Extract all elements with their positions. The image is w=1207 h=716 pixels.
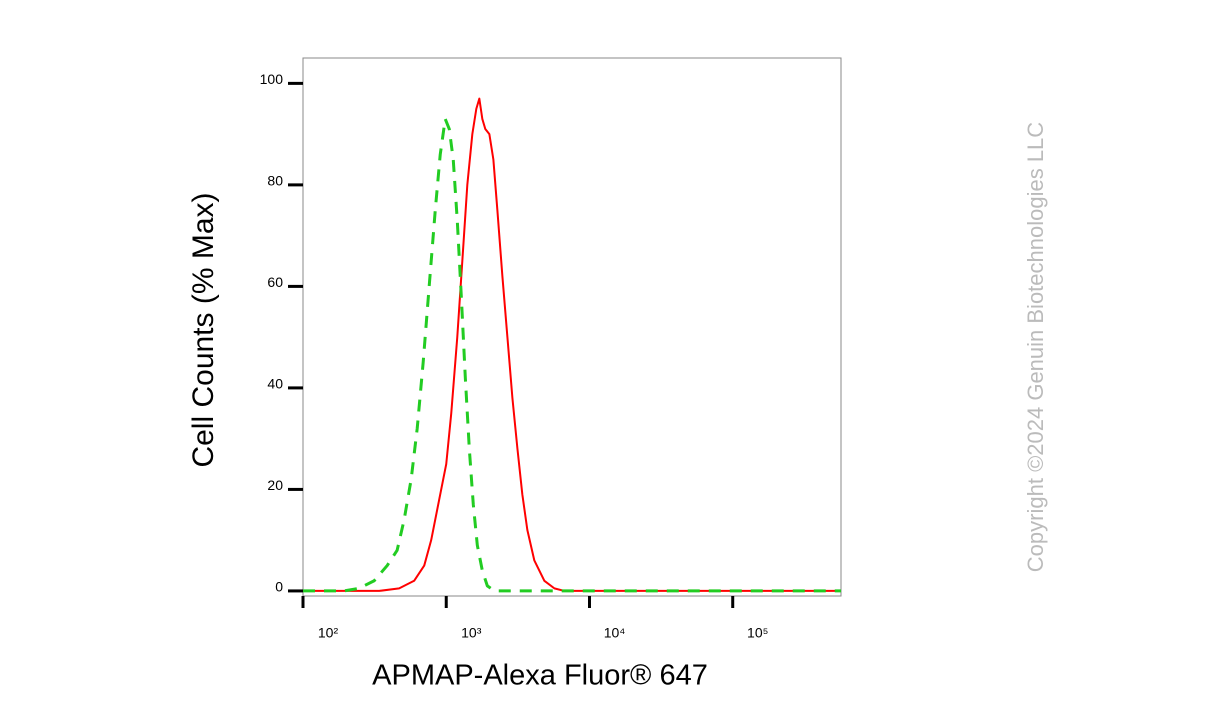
- y-tick-label: 60: [267, 274, 283, 290]
- x-tick-label: 10⁴: [604, 625, 626, 641]
- y-tick-label: 80: [267, 173, 283, 189]
- y-tick-label: 20: [267, 477, 283, 493]
- x-tick-label: 10³: [461, 625, 482, 641]
- y-tick-label: 0: [275, 579, 283, 595]
- x-axis-label: APMAP-Alexa Fluor® 647: [372, 660, 708, 692]
- watermark: Copyright ©2024 Genuin Biotechnologies L…: [1023, 122, 1048, 573]
- x-tick-label: 10⁵: [747, 625, 768, 641]
- x-tick-label: 10²: [318, 625, 339, 641]
- series-line: [303, 117, 841, 593]
- y-axis-label: Cell Counts (% Max): [187, 192, 220, 467]
- series-line: [303, 97, 841, 592]
- y-tick-label: 100: [260, 71, 284, 87]
- plot-frame: [302, 57, 842, 597]
- y-tick-label: 40: [267, 376, 283, 392]
